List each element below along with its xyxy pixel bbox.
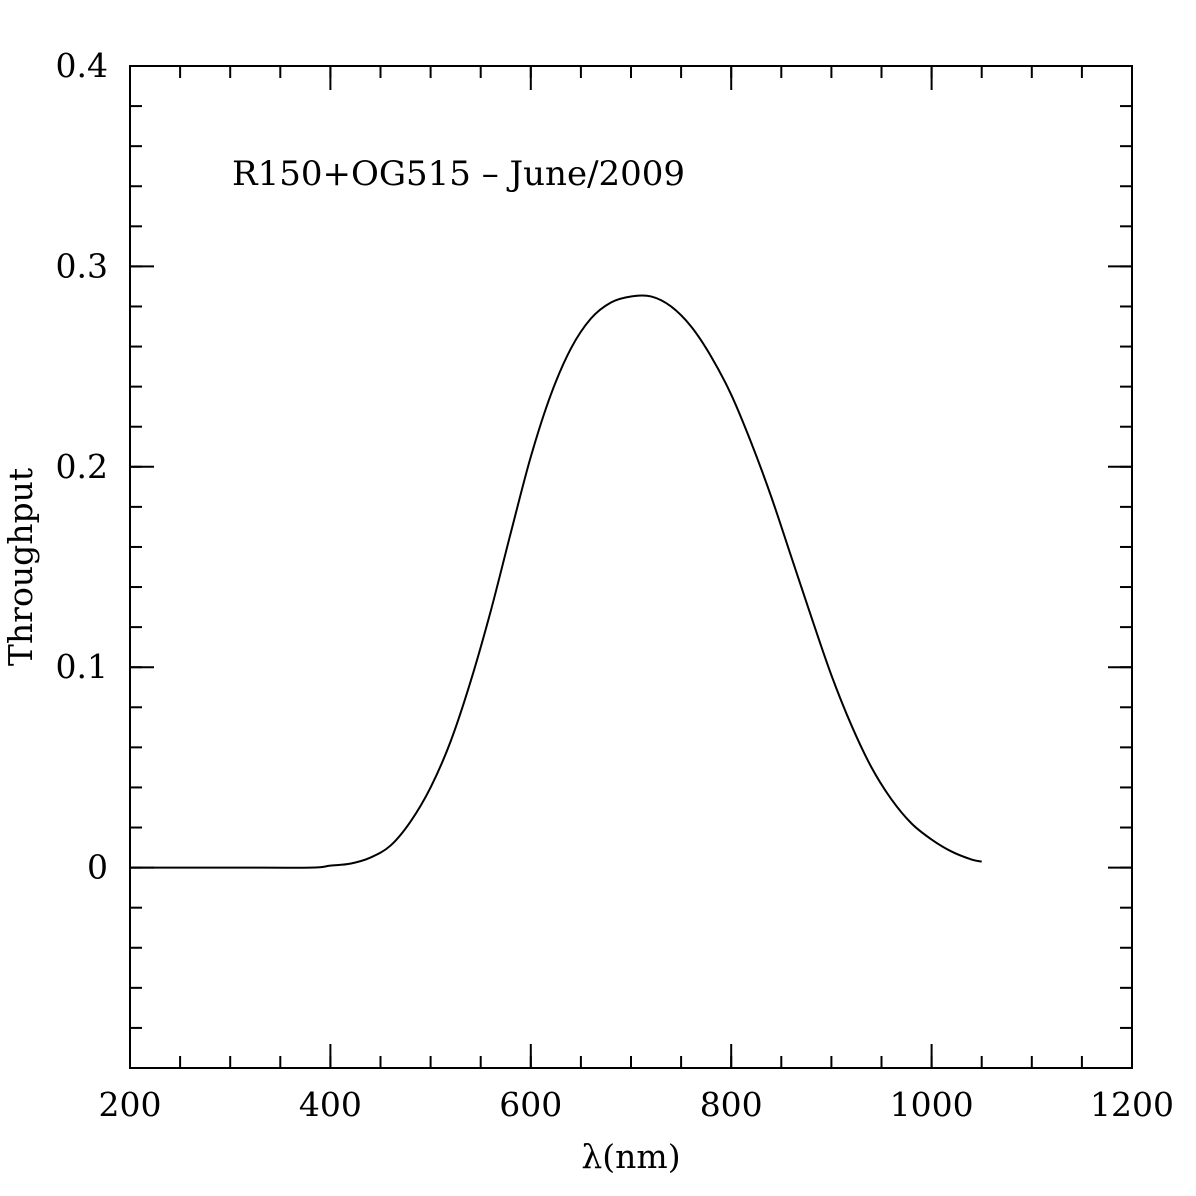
- y-axis-label: Throughput: [1, 468, 40, 666]
- axis-ticks: [129, 65, 1133, 1069]
- chart-annotation: R150+OG515 – June/2009: [232, 154, 685, 194]
- x-axis-label: λ(nm): [581, 1137, 680, 1176]
- throughput-curve: [129, 294, 982, 869]
- plot-frame: [129, 65, 1133, 1069]
- x-tick-label: 400: [299, 1085, 362, 1124]
- y-tick-label: 0.3: [56, 246, 108, 285]
- y-tick-label: 0.4: [56, 46, 108, 85]
- x-tick-label: 200: [99, 1085, 162, 1124]
- y-tick-label: 0.1: [56, 647, 108, 686]
- x-tick-label: 600: [499, 1085, 562, 1124]
- x-tick-label: 800: [700, 1085, 763, 1124]
- axis-tick-labels: 200 400 600 800 1000 1200 0 0.1 0.2 0.3 0.4: [56, 46, 1174, 1124]
- y-tick-label: 0: [87, 848, 108, 887]
- x-tick-label: 1000: [890, 1085, 974, 1124]
- y-tick-label: 0.2: [56, 447, 108, 486]
- x-tick-label: 1200: [1090, 1085, 1174, 1124]
